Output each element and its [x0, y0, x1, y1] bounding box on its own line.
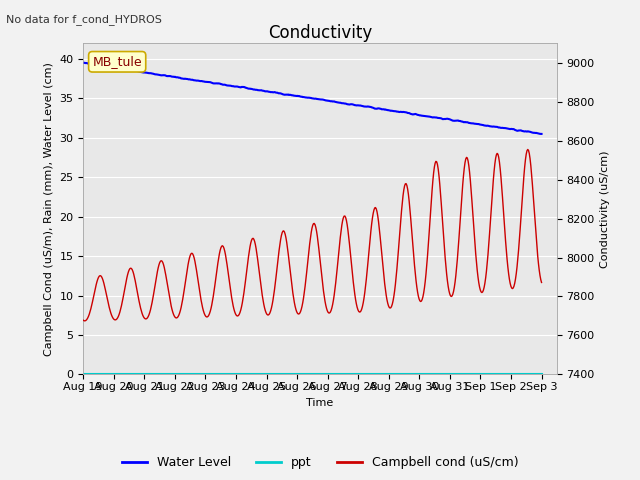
Text: No data for f_cond_HYDROS: No data for f_cond_HYDROS	[6, 14, 163, 25]
Text: MB_tule: MB_tule	[92, 55, 142, 68]
Y-axis label: Campbell Cond (uS/m), Rain (mm), Water Level (cm): Campbell Cond (uS/m), Rain (mm), Water L…	[44, 62, 54, 356]
Y-axis label: Conductivity (uS/cm): Conductivity (uS/cm)	[600, 150, 611, 267]
Title: Conductivity: Conductivity	[268, 24, 372, 42]
Legend: Water Level, ppt, Campbell cond (uS/cm): Water Level, ppt, Campbell cond (uS/cm)	[116, 451, 524, 474]
X-axis label: Time: Time	[307, 397, 333, 408]
